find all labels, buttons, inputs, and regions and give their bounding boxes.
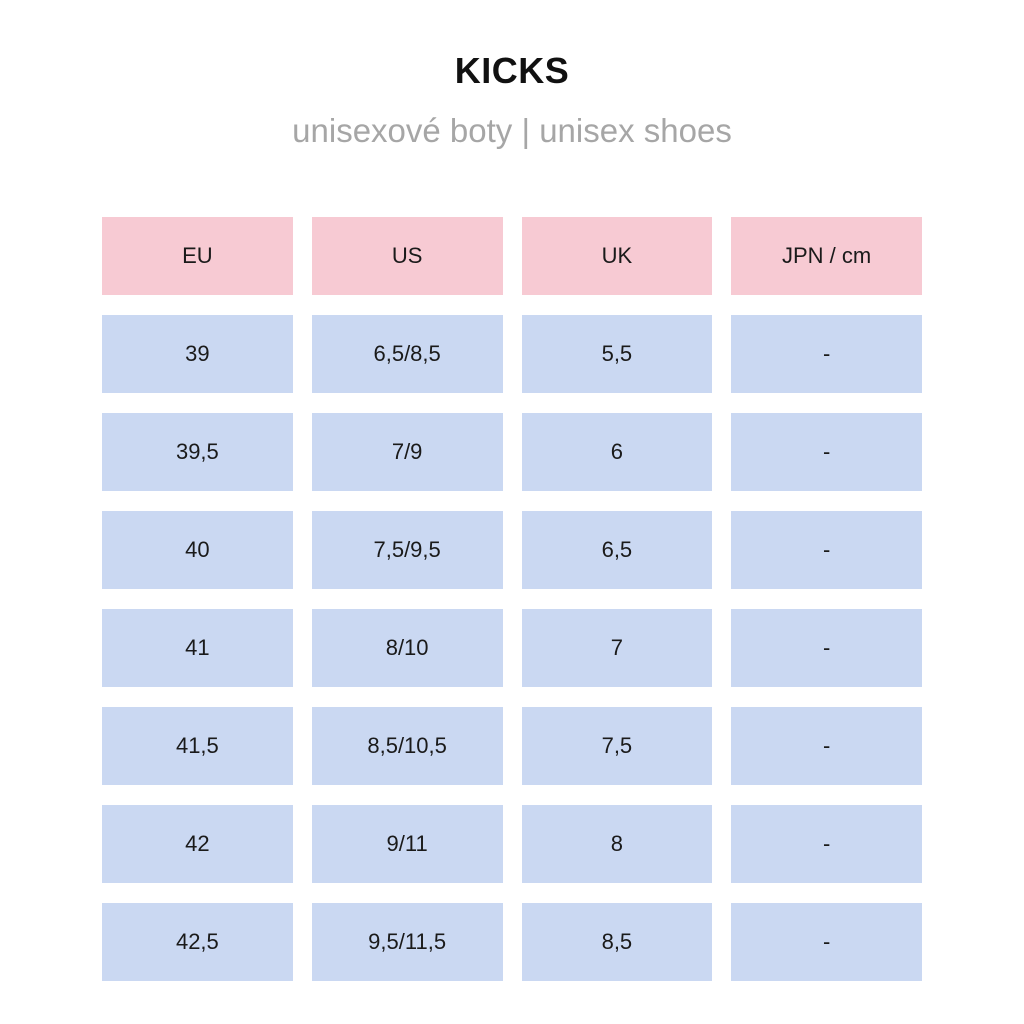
- cell-us: 7/9: [311, 413, 503, 491]
- table-row: 39,5 7/9 6 -: [102, 413, 922, 491]
- cell-uk: 5,5: [521, 315, 713, 393]
- cell-jpn: -: [731, 903, 922, 981]
- column-header-jpn: JPN / cm: [731, 217, 922, 295]
- cell-jpn: -: [731, 511, 922, 589]
- cell-jpn: -: [731, 315, 922, 393]
- cell-uk: 6,5: [521, 511, 713, 589]
- cell-us: 8/10: [311, 609, 503, 687]
- page-subtitle: unisexové boty | unisex shoes: [292, 112, 732, 149]
- cell-eu: 41: [102, 609, 293, 687]
- table-row: 39 6,5/8,5 5,5 -: [102, 315, 922, 393]
- cell-eu: 42,5: [102, 903, 293, 981]
- cell-eu: 39,5: [102, 413, 293, 491]
- column-header-eu: EU: [102, 217, 293, 295]
- cell-uk: 8: [521, 805, 713, 883]
- cell-jpn: -: [731, 609, 922, 687]
- cell-uk: 7: [521, 609, 713, 687]
- page-title: KICKS: [454, 50, 570, 91]
- cell-eu: 40: [102, 511, 293, 589]
- cell-uk: 7,5: [521, 707, 713, 785]
- cell-uk: 6: [521, 413, 713, 491]
- table-row: 40 7,5/9,5 6,5 -: [102, 511, 922, 589]
- cell-jpn: -: [731, 413, 922, 491]
- table-row: 41 8/10 7 -: [102, 609, 922, 687]
- cell-eu: 39: [102, 315, 293, 393]
- cell-us: 8,5/10,5: [311, 707, 503, 785]
- cell-eu: 42: [102, 805, 293, 883]
- cell-us: 7,5/9,5: [311, 511, 503, 589]
- cell-us: 9/11: [311, 805, 503, 883]
- table-row: 41,5 8,5/10,5 7,5 -: [102, 707, 922, 785]
- cell-us: 9,5/11,5: [311, 903, 503, 981]
- cell-us: 6,5/8,5: [311, 315, 503, 393]
- cell-jpn: -: [731, 805, 922, 883]
- column-header-us: US: [311, 217, 503, 295]
- table-row: 42,5 9,5/11,5 8,5 -: [102, 903, 922, 981]
- table-row: 42 9/11 8 -: [102, 805, 922, 883]
- cell-uk: 8,5: [521, 903, 713, 981]
- column-header-uk: UK: [521, 217, 713, 295]
- cell-jpn: -: [731, 707, 922, 785]
- table-header-row: EU US UK JPN / cm: [102, 217, 922, 295]
- size-table: EU US UK JPN / cm 39 6,5/8,5 5,5 - 39,5 …: [102, 217, 922, 981]
- cell-eu: 41,5: [102, 707, 293, 785]
